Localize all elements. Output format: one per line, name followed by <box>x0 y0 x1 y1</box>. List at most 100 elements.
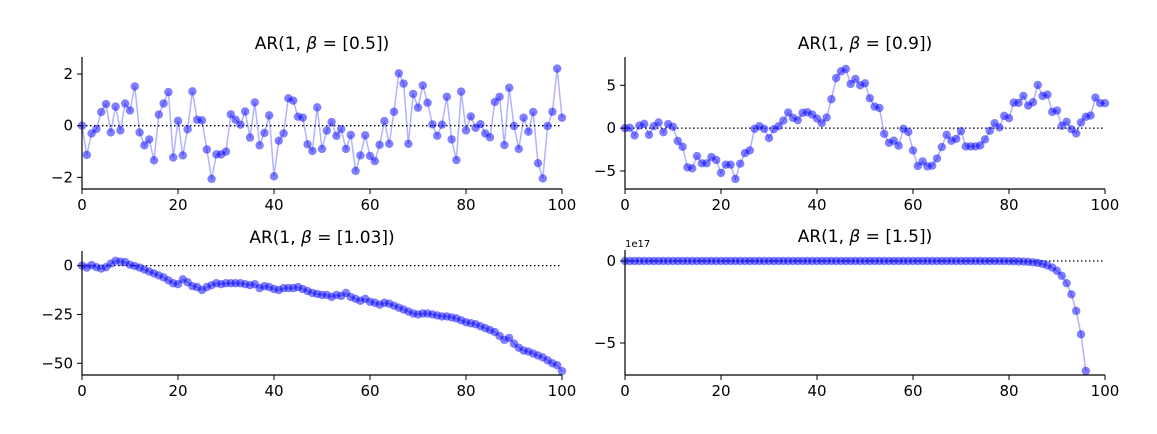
data-point <box>255 141 264 150</box>
data-point <box>111 102 120 111</box>
data-point <box>447 135 456 144</box>
data-point <box>356 151 365 160</box>
data-point <box>317 144 327 154</box>
data-point <box>625 123 634 132</box>
data-point <box>932 154 942 163</box>
data-point <box>760 124 769 134</box>
data-point <box>322 126 331 135</box>
data-point <box>169 153 178 162</box>
data-point <box>1004 114 1014 123</box>
data-point <box>764 133 774 143</box>
data-point <box>269 172 279 181</box>
data-point <box>370 156 379 166</box>
x-tick-label: 0 <box>77 382 87 400</box>
data-point <box>130 82 139 91</box>
y-tick-label: −50 <box>41 354 73 372</box>
data-point <box>164 87 173 97</box>
x-tick-label: 40 <box>264 382 283 400</box>
data-point <box>121 99 130 108</box>
x-tick-label: 40 <box>264 196 283 214</box>
data-point <box>529 107 538 117</box>
x-tick-label: 100 <box>1091 196 1120 214</box>
x-tick-label: 60 <box>360 382 379 400</box>
y-tick-label: −2 <box>51 168 73 186</box>
data-point <box>236 120 245 129</box>
data-point <box>154 110 163 119</box>
data-point <box>394 69 403 78</box>
data-point <box>466 112 475 121</box>
y-offset-label: 1e17 <box>625 239 650 250</box>
data-point <box>346 130 355 140</box>
y-tick-label: −25 <box>41 305 73 323</box>
data-point <box>1033 80 1043 90</box>
data-point <box>716 168 726 178</box>
data-point <box>140 141 149 150</box>
data-point <box>159 99 168 108</box>
data-point <box>173 116 183 126</box>
data-point <box>1062 278 1071 288</box>
data-point <box>1019 91 1028 101</box>
data-point <box>908 146 918 155</box>
data-point <box>779 116 788 125</box>
data-point <box>822 113 831 122</box>
x-tick-label: 100 <box>548 382 577 400</box>
data-point <box>678 142 687 151</box>
data-point <box>524 127 533 136</box>
data-point <box>519 113 528 122</box>
data-point <box>538 174 547 183</box>
data-point <box>418 81 427 90</box>
data-point <box>880 129 889 138</box>
data-point <box>726 160 735 169</box>
data-point <box>226 110 235 119</box>
subplot-ar-0-5: AR(1, β = [0.5])0 20 40 60 80 100−202 <box>51 34 576 214</box>
data-point <box>495 92 504 101</box>
title-suffix: = [1.03]) <box>312 228 395 248</box>
data-point <box>250 98 259 107</box>
data-point <box>1091 93 1100 102</box>
data-point <box>221 147 231 156</box>
data-point <box>389 107 399 116</box>
data-point <box>548 107 557 116</box>
data-point <box>106 128 116 137</box>
series-line <box>625 260 1087 371</box>
data-point <box>557 366 567 376</box>
data-point <box>145 135 154 144</box>
data-point <box>380 116 389 126</box>
data-point <box>505 83 514 92</box>
data-point <box>332 131 341 140</box>
data-point <box>337 124 346 134</box>
data-point <box>274 136 283 145</box>
x-tick-label: 20 <box>168 382 187 400</box>
data-point <box>995 123 1004 132</box>
subplot-title: AR(1, β = [1.03]) <box>249 228 394 248</box>
data-point <box>1086 111 1095 120</box>
data-point <box>461 126 471 135</box>
data-point <box>476 119 485 129</box>
x-tick-label: 60 <box>903 196 922 214</box>
y-tick-label: 0 <box>606 119 616 137</box>
data-point <box>817 118 826 128</box>
data-point <box>433 131 442 140</box>
data-point <box>327 117 336 127</box>
title-suffix: = [1.5]) <box>860 227 932 247</box>
data-point <box>313 103 322 112</box>
data-point <box>557 113 567 122</box>
x-tick-label: 20 <box>711 382 730 400</box>
x-tick-label: 80 <box>999 196 1018 214</box>
x-tick-label: 20 <box>168 196 187 214</box>
data-point <box>437 120 447 129</box>
data-point <box>841 64 850 74</box>
data-point <box>1014 98 1023 108</box>
data-point <box>668 122 678 131</box>
data-point <box>865 94 874 103</box>
data-point <box>149 156 159 165</box>
data-point <box>92 124 101 134</box>
x-tick-label: 100 <box>548 196 577 214</box>
data-point <box>630 131 639 140</box>
data-point <box>952 134 961 143</box>
x-tick-label: 0 <box>620 382 630 400</box>
data-point <box>452 155 461 165</box>
data-point <box>188 87 197 96</box>
data-point <box>774 121 783 131</box>
